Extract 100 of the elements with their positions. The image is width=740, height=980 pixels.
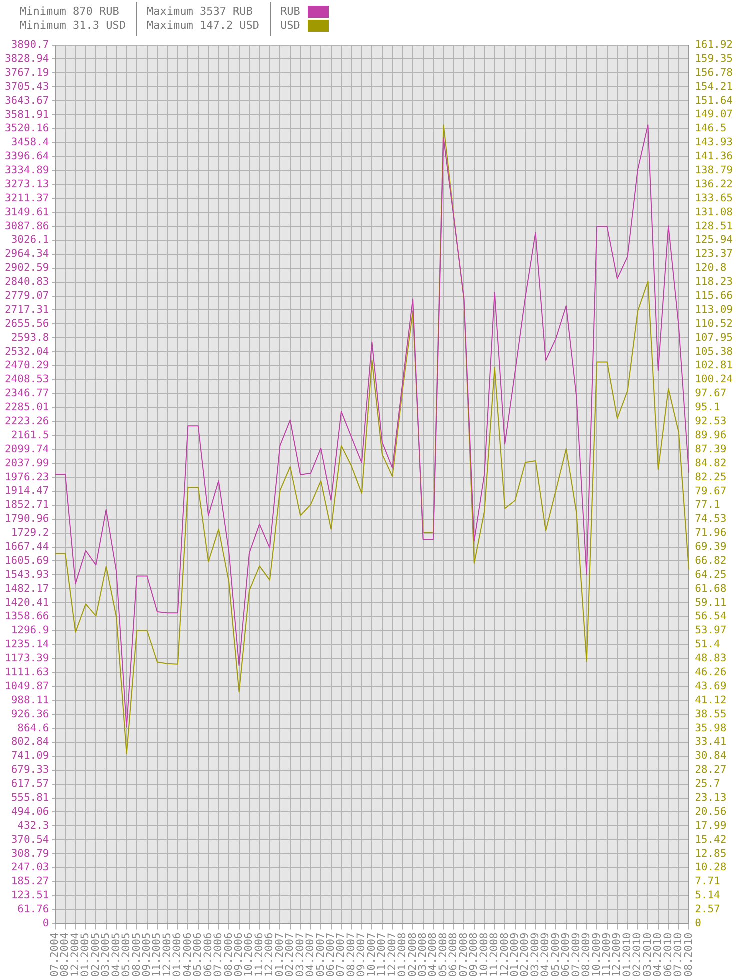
text: Maximum 3537 RUB [146, 5, 254, 19]
y-tick-label: 370.54 [11, 834, 50, 846]
y2-tick-label: 38.55 [695, 708, 727, 720]
y-tick-label: 3643.67 [4, 94, 50, 107]
x-tick-label: 12.2004 [69, 932, 82, 978]
y2-tick-label: 20.56 [695, 806, 727, 818]
y2-tick-label: 64.25 [695, 568, 727, 581]
y-tick-label: 1914.47 [4, 485, 50, 498]
y2-tick-label: 105.38 [695, 346, 734, 358]
y-tick-label: 1976.23 [4, 471, 50, 484]
y-tick-label: 1358.66 [4, 610, 50, 623]
y-tick-label: 1790.96 [4, 513, 50, 526]
x-tick-label: 09.2005 [140, 932, 153, 978]
x-tick-label: 05.2007 [314, 932, 327, 978]
x-tick-label: 08.2005 [130, 932, 143, 978]
x-tick-label: 01.2005 [80, 932, 92, 978]
y2-tick-label: 97.67 [695, 388, 727, 400]
x-tick-label: 05.2005 [120, 932, 133, 978]
x-tick-label: 01.2009 [509, 932, 522, 978]
x-tick-label: 06.2006 [202, 932, 214, 978]
y2-tick-label: 79.67 [695, 485, 727, 498]
x-tick-label: 07.2010 [672, 932, 685, 978]
x-tick-label: 10.2008 [478, 932, 490, 978]
y2-tick-label: 141.36 [695, 150, 734, 163]
y2-tick-label: 156.78 [695, 66, 734, 79]
x-tick-label: 07.2008 [458, 932, 470, 978]
x-tick-label: 04.2007 [304, 932, 317, 978]
y-tick-label: 1111.63 [4, 666, 50, 678]
y2-tick-label: 151.64 [695, 94, 734, 107]
x-tick-label: 06.2010 [662, 932, 674, 978]
y2-tick-label: 0 [695, 917, 702, 930]
y2-tick-label: 51.4 [695, 638, 720, 651]
y-tick-label: 1049.87 [4, 680, 50, 692]
y2-tick-label: 69.39 [695, 541, 727, 554]
y-tick-label: 432.3 [18, 820, 50, 832]
y2-tick-label: 128.51 [695, 220, 734, 232]
x-tick-label: 12.2006 [264, 932, 276, 978]
y-tick-label: 3026.1 [11, 234, 50, 246]
y-tick-label: 2285.01 [4, 402, 50, 414]
y2-tick-label: 110.52 [695, 318, 734, 330]
y2-tick-label: 66.82 [695, 554, 727, 567]
y2-tick-label: 33.41 [695, 736, 727, 748]
y-tick-label: 2037.99 [4, 457, 50, 470]
y2-tick-label: 100.24 [695, 374, 734, 386]
y-tick-label: 3149.61 [4, 206, 50, 218]
y2-tick-label: 46.26 [695, 666, 727, 679]
x-tick-label: 12.2009 [611, 932, 624, 978]
y2-tick-label: 74.53 [695, 513, 727, 526]
x-tick-label: 10.2006 [243, 932, 256, 978]
y-tick-label: 2470.29 [4, 360, 50, 372]
y2-tick-label: 23.13 [695, 792, 727, 804]
x-tick-label: 07.2007 [335, 932, 348, 978]
x-tick-label: 10.2009 [590, 932, 603, 978]
y-tick-label: 123.51 [11, 890, 50, 902]
x-tick-label: 11.2009 [601, 932, 614, 978]
y-tick-label: 1605.69 [4, 554, 50, 567]
x-tick-label: 08.2004 [59, 932, 72, 978]
y2-tick-label: 138.79 [695, 164, 734, 177]
x-tick-label: 12.2005 [161, 932, 174, 978]
x-tick-label: 11.2005 [151, 932, 164, 978]
x-tick-label: 02.2009 [519, 932, 532, 978]
y-tick-label: 2223.26 [4, 416, 50, 428]
y2-tick-label: 143.93 [695, 136, 734, 149]
x-tick-label: 10.2007 [366, 932, 378, 978]
y-tick-label: 2655.56 [4, 318, 50, 330]
y-tick-label: 2840.83 [4, 276, 50, 288]
x-tick-label: 03.2008 [417, 932, 430, 978]
x-tick-label: 07.2004 [48, 932, 61, 978]
y-tick-label: 555.81 [11, 792, 50, 804]
y2-tick-label: 95.1 [695, 402, 720, 414]
y2-tick-label: 133.65 [695, 192, 734, 204]
text: Minimum 31.3 USD [20, 19, 126, 33]
y2-tick-label: 115.66 [695, 290, 734, 302]
y-tick-label: 0 [42, 917, 50, 930]
x-tick-label: 01.2006 [172, 932, 184, 978]
y2-tick-label: 10.28 [695, 862, 727, 874]
y-tick-label: 926.36 [11, 708, 50, 720]
y2-tick-label: 136.22 [695, 178, 734, 190]
y-tick-label: 1235.14 [4, 638, 50, 651]
y2-tick-label: 161.92 [695, 39, 734, 52]
text: Maximum 147.2 USD [146, 19, 260, 33]
y2-tick-label: 35.98 [695, 722, 727, 734]
x-tick-label: 04.2010 [652, 932, 664, 978]
x-tick-label: 12.2008 [498, 932, 511, 978]
y2-tick-label: 7.71 [695, 876, 720, 888]
y-tick-label: 247.03 [11, 862, 50, 874]
y2-tick-label: 77.1 [695, 499, 720, 512]
y-tick-label: 61.76 [18, 904, 50, 916]
y2-tick-label: 159.35 [695, 52, 734, 65]
x-tick-label: 05.2008 [437, 932, 450, 978]
y2-tick-label: 61.68 [695, 582, 727, 595]
y-tick-label: 2408.53 [4, 374, 50, 386]
x-tick-label: 06.2008 [448, 932, 460, 978]
y2-tick-label: 2.57 [695, 904, 720, 916]
x-tick-label: 04.2008 [427, 932, 440, 978]
x-tick-label: 03.2009 [529, 932, 542, 978]
x-tick-label: 08.2009 [580, 932, 593, 978]
y2-tick-label: 123.37 [695, 248, 734, 260]
y2-tick-label: 154.21 [695, 80, 734, 93]
y2-tick-label: 131.08 [695, 206, 734, 218]
